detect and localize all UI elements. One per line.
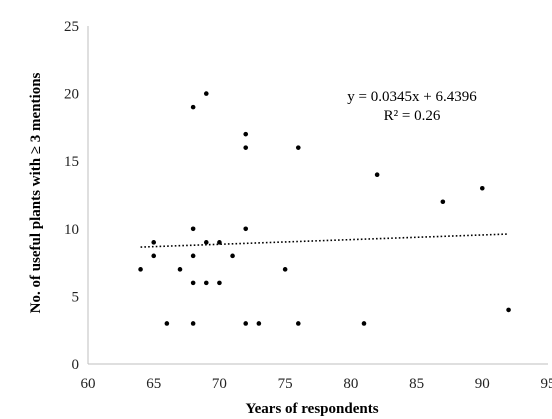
data-point	[243, 145, 249, 150]
data-point	[190, 280, 196, 286]
x-tick-label: 70	[212, 376, 227, 392]
data-point	[230, 253, 235, 259]
x-axis-title: Years of respondents	[245, 401, 378, 417]
data-point	[217, 280, 222, 286]
x-tick-label: 80	[343, 376, 358, 392]
x-tick-label: 90	[475, 376, 490, 392]
data-point	[151, 253, 157, 259]
trendline-equation: y = 0.0345x + 6.4396	[347, 89, 477, 105]
data-point	[243, 321, 249, 326]
y-tick-label: 15	[64, 154, 79, 170]
axes	[87, 26, 548, 365]
data-point	[295, 321, 301, 326]
y-tick-label: 10	[64, 222, 79, 238]
x-tick-label: 85	[409, 376, 424, 392]
x-tick-label: 95	[541, 376, 552, 392]
r-squared-label: R² = 0.26	[384, 108, 441, 124]
y-tick-label: 0	[72, 357, 80, 373]
data-point	[506, 307, 511, 313]
x-tick-label: 75	[278, 376, 293, 392]
data-point	[282, 267, 288, 272]
data-point	[203, 240, 209, 245]
data-point	[177, 267, 183, 272]
data-point	[164, 321, 170, 326]
data-point	[256, 321, 262, 326]
x-tick-label: 60	[81, 376, 96, 392]
data-point	[190, 253, 196, 259]
data-point	[203, 280, 209, 286]
x-tick-label: 65	[146, 376, 161, 392]
data-point	[243, 226, 249, 232]
y-tick-label: 20	[64, 87, 79, 103]
y-axis-title: No. of useful plants with ≥ 3 mentions	[28, 72, 44, 313]
data-point	[203, 91, 209, 96]
data-point	[374, 172, 380, 178]
x-tick-labels: 60 65 70 75 80 85 90 95	[81, 376, 552, 392]
data-point	[361, 321, 367, 326]
data-point	[190, 226, 196, 232]
data-points	[138, 91, 511, 326]
y-tick-label: 25	[64, 19, 79, 35]
data-point	[138, 267, 143, 272]
data-point	[190, 321, 196, 326]
data-point	[295, 145, 301, 150]
data-point	[151, 240, 157, 245]
y-tick-label: 5	[72, 289, 80, 305]
data-point	[190, 104, 196, 110]
y-tick-labels: 0 5 10 15 20 25	[64, 19, 79, 373]
trendline	[140, 233, 509, 248]
data-point	[479, 185, 485, 191]
data-point	[243, 131, 249, 137]
data-point	[440, 199, 446, 205]
data-point	[217, 240, 222, 245]
